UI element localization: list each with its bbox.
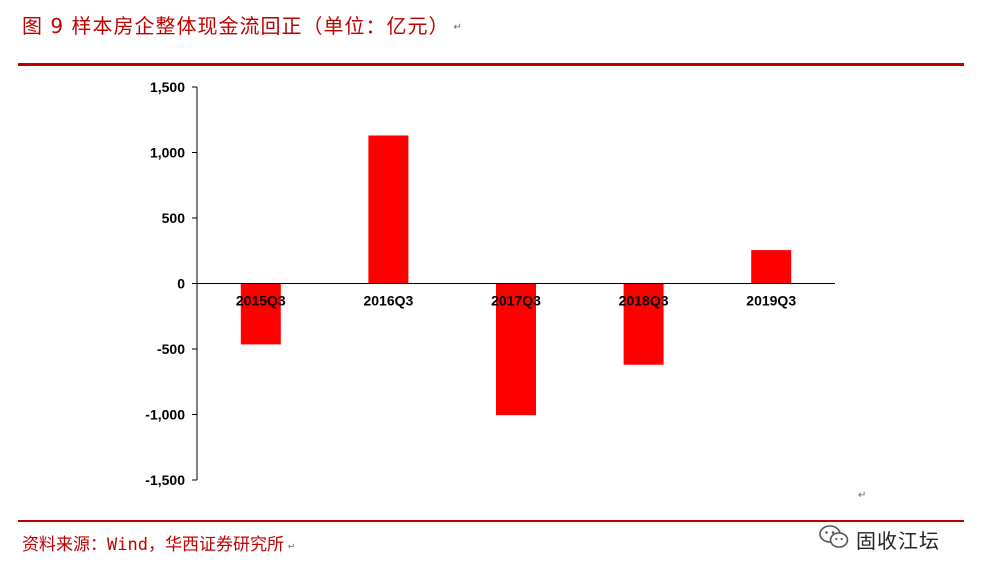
bar-2019q3 [751, 250, 792, 284]
brand-watermark: 固收江坛 [818, 524, 940, 554]
paragraph-mark: ↵ [453, 22, 463, 33]
paragraph-mark-loose: ↵ [858, 490, 867, 501]
x-tick-label: 2018Q3 [619, 293, 669, 309]
y-tick-label: 1,000 [150, 145, 185, 161]
x-tick-label: 2015Q3 [236, 293, 286, 309]
y-tick-label: 0 [177, 276, 185, 292]
x-tick-labels: 2015Q3 2016Q3 2017Q3 2018Q3 2019Q3 [236, 293, 796, 309]
bars [240, 135, 792, 416]
y-axis: 1,500 1,000 500 0 -500 -1,000 -1,500 [145, 79, 198, 488]
x-tick-label: 2017Q3 [491, 293, 541, 309]
title-text: 图 9 样本房企整体现金流回正（单位：亿元） [22, 14, 450, 38]
x-tick-label: 2016Q3 [363, 293, 413, 309]
bar-2018q3 [623, 283, 664, 365]
brand-name: 固收江坛 [856, 528, 940, 553]
y-tick-label: -1,500 [145, 472, 185, 488]
x-tick-label: 2019Q3 [746, 293, 796, 309]
bar-2017q3 [496, 283, 536, 416]
bar-2016q3 [368, 135, 409, 284]
paragraph-mark-source: ↵ [287, 539, 294, 551]
y-tick-label: -500 [157, 341, 185, 357]
source-note: 资料来源：Wind，华西证券研究所 ↵ [22, 530, 294, 555]
y-tick-label: 1,500 [150, 79, 185, 95]
wechat-icon [818, 524, 850, 554]
y-tick-label: 500 [162, 210, 186, 226]
page-title: 图 9 样本房企整体现金流回正（单位：亿元） ↵ [22, 10, 463, 39]
bar-2015q3 [240, 283, 281, 345]
top-divider [18, 63, 964, 66]
bottom-divider [18, 520, 964, 522]
source-text: 资料来源：Wind，华西证券研究所 [22, 535, 284, 555]
y-tick-label: -1,000 [145, 407, 185, 423]
